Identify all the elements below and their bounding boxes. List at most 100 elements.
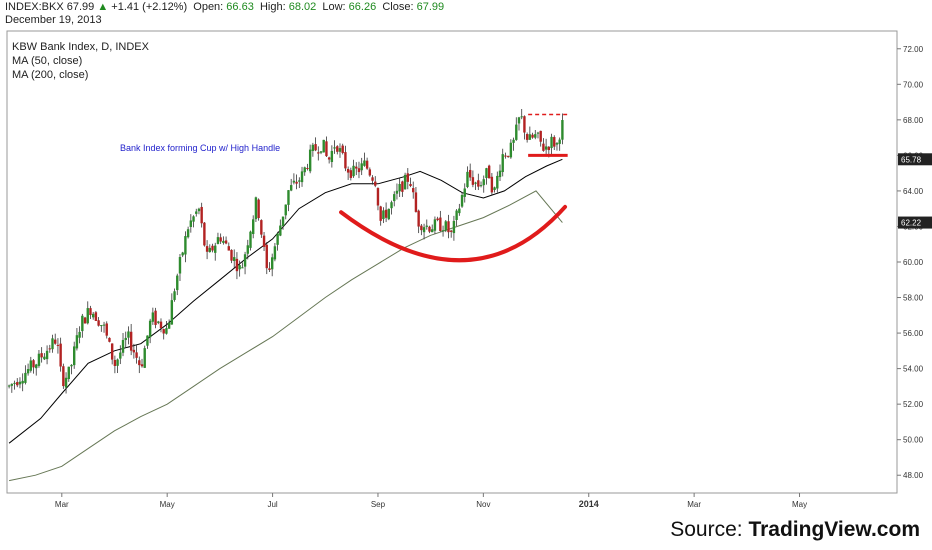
candle-body — [553, 137, 556, 147]
candle-body — [431, 229, 434, 233]
candle-body — [474, 182, 477, 184]
candle-body — [357, 168, 361, 173]
candle-body — [327, 157, 331, 160]
candle-body — [51, 338, 54, 350]
candle-body — [558, 139, 561, 144]
candle-body — [417, 210, 420, 227]
y-tick-label: 60.00 — [903, 258, 924, 267]
candle-body — [7, 385, 11, 387]
candle-body — [317, 152, 320, 154]
candle-body — [458, 208, 461, 214]
pattern-annotation: Bank Index forming Cup w/ High Handle — [120, 143, 280, 153]
candle-body — [81, 315, 84, 332]
candle-body — [89, 308, 92, 316]
candle-body — [21, 380, 24, 384]
candle-body — [262, 235, 266, 247]
candle-body — [287, 190, 290, 205]
candle-body — [477, 180, 480, 187]
candle-body — [314, 144, 317, 151]
chart-title: KBW Bank Index, D, INDEX — [12, 41, 149, 53]
quote-line: INDEX:BKX 67.99 ▲ +1.41 (+2.12%) Open: 6… — [5, 1, 444, 14]
candle-body — [344, 152, 347, 169]
x-tick-label: May — [160, 500, 175, 509]
candle-body — [62, 366, 65, 387]
candle-body — [352, 165, 355, 177]
candle-body — [75, 335, 79, 349]
candle-body — [167, 322, 171, 329]
x-tick-label: Mar — [55, 500, 69, 509]
candle-body — [235, 258, 239, 272]
candle-body — [300, 171, 304, 183]
candle-body — [333, 147, 336, 149]
candle-body — [110, 343, 114, 360]
quote-date: December 19, 2013 — [5, 14, 102, 26]
candle-body — [40, 353, 43, 358]
candle-body — [449, 230, 453, 232]
candle-body — [471, 177, 475, 185]
candle-body — [289, 185, 293, 191]
legend-ma50: MA (50, close) — [12, 55, 83, 67]
candle-body — [224, 240, 228, 244]
candle-body — [113, 359, 117, 366]
candle-body — [363, 160, 366, 166]
candle-body — [151, 312, 155, 322]
high-value: 68.02 — [288, 1, 317, 13]
x-tick-label: Nov — [476, 500, 490, 509]
candle-body — [517, 117, 521, 124]
candle-body — [547, 146, 551, 151]
candle-body — [292, 180, 296, 183]
candle-body — [520, 116, 523, 118]
candle-body — [561, 120, 564, 140]
candle-body — [425, 225, 428, 227]
candle-body — [412, 188, 415, 193]
candle-body — [91, 313, 95, 318]
candle-body — [395, 190, 399, 194]
candle-body — [360, 163, 363, 171]
quote-header: INDEX:BKX 67.99 ▲ +1.41 (+2.12%) Open: 6… — [5, 1, 444, 27]
candle-body — [414, 192, 418, 212]
y-tick-label: 54.00 — [903, 365, 924, 374]
candle-body — [26, 369, 30, 374]
candle-body — [211, 245, 214, 251]
y-tick-label: 52.00 — [903, 400, 924, 409]
candle-body — [308, 149, 312, 172]
candle-body — [67, 366, 70, 380]
candle-body — [154, 310, 157, 325]
candle-body — [306, 167, 309, 169]
candle-body — [249, 231, 252, 248]
candle-body — [390, 202, 393, 209]
price-label-box — [898, 153, 932, 166]
candle-body — [528, 134, 532, 140]
candle-body — [105, 323, 108, 336]
candle-body — [214, 245, 217, 253]
candle-body — [490, 176, 494, 193]
candle-body — [493, 187, 496, 191]
candle-body — [148, 320, 152, 338]
candle-body — [368, 169, 372, 176]
candle-body — [64, 377, 68, 388]
candle-body — [298, 180, 301, 182]
candle-body — [29, 360, 33, 371]
candle-body — [379, 206, 382, 221]
candle-body — [260, 220, 263, 235]
candle-body — [542, 143, 545, 151]
candle-body — [48, 348, 51, 350]
candle-body — [16, 382, 19, 386]
legend-ma200: MA (200, close) — [12, 69, 89, 81]
candle-body — [178, 257, 182, 274]
candle-body — [463, 188, 466, 197]
low-label: Low: — [322, 1, 346, 13]
candle-body — [455, 210, 458, 220]
candle-body — [197, 208, 201, 212]
candle-body — [303, 167, 306, 173]
candle-body — [496, 175, 499, 189]
candle-body — [170, 300, 174, 325]
candle-body — [555, 143, 559, 145]
candle-body — [243, 254, 247, 267]
candle-body — [181, 252, 184, 256]
candle-body — [273, 246, 277, 260]
candle-body — [487, 165, 491, 179]
open-value: 66.63 — [226, 1, 254, 13]
candle-body — [398, 184, 401, 192]
candle-body — [162, 329, 165, 334]
